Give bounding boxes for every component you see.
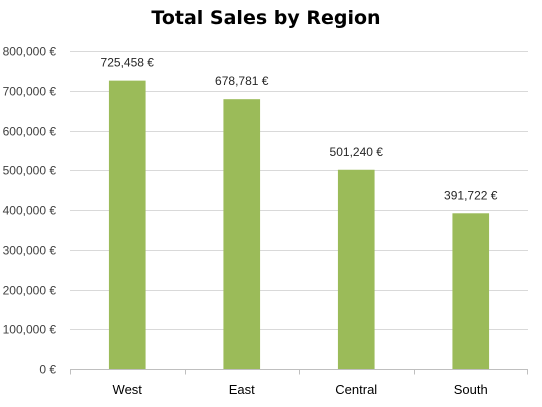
bars (108, 80, 490, 370)
gridlines (70, 51, 528, 330)
y-axis-tick-labels: 0 € 100,000 € 200,000 € 300,000 € 400,000 € 5… (3, 45, 57, 377)
x-category-label: Central (335, 382, 377, 397)
y-tick-label: 0 € (39, 363, 56, 377)
x-axis-category-labels: West East Central South (70, 369, 528, 397)
data-label: 678,781 € (215, 74, 269, 88)
x-category-label: West (113, 382, 143, 397)
x-category-label: East (229, 382, 255, 397)
bar-east (223, 99, 261, 369)
y-tick-label: 400,000 € (3, 204, 57, 218)
bar-south (452, 213, 490, 369)
y-tick-label: 200,000 € (3, 284, 57, 298)
bar-central (337, 169, 375, 369)
data-label: 391,722 € (444, 188, 498, 202)
data-labels: 725,458 € 678,781 € 501,240 € 391,722 € (101, 56, 498, 203)
y-tick-label: 500,000 € (3, 164, 57, 178)
bar-west (108, 80, 146, 370)
y-tick-label: 800,000 € (3, 45, 57, 59)
x-category-label: South (454, 382, 488, 397)
y-tick-label: 700,000 € (3, 85, 57, 99)
y-tick-label: 300,000 € (3, 244, 57, 258)
chart-title: Total Sales by Region (151, 7, 380, 29)
data-label: 501,240 € (330, 145, 384, 159)
y-tick-label: 600,000 € (3, 125, 57, 139)
data-label: 725,458 € (101, 56, 155, 70)
y-tick-label: 100,000 € (3, 323, 57, 337)
